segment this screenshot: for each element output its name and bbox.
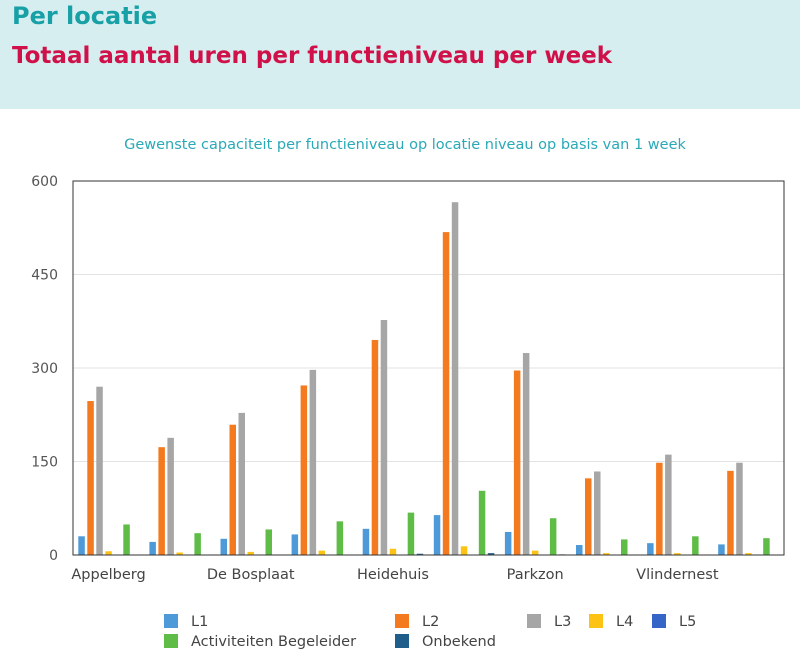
bar-l4[interactable] <box>389 548 397 555</box>
y-tick-label: 300 <box>31 361 58 377</box>
bar-l2[interactable] <box>300 385 308 555</box>
bar-l4[interactable] <box>531 550 539 555</box>
bar-l1[interactable] <box>576 545 583 555</box>
legend-label: Onbekend <box>422 634 496 650</box>
bar-l1[interactable] <box>220 538 228 555</box>
x-tick-label: De Bosplaat <box>207 567 295 583</box>
y-tick-label: 450 <box>31 268 58 284</box>
x-tick-label: Vlindernest <box>636 567 719 583</box>
legend-swatch <box>395 614 409 628</box>
bar-l3[interactable] <box>451 202 459 555</box>
chart-legend[interactable]: L1 L2 L3 L4 L5 Activiteiten Begeleider Onbeken… <box>164 614 696 650</box>
bar-activiteiten-begeleider[interactable] <box>621 539 628 555</box>
bar-chart: Gewenste capaciteit per functieniveau op… <box>31 137 785 650</box>
y-tick-label: 600 <box>31 174 58 190</box>
bar-l4[interactable] <box>745 553 752 555</box>
legend-swatch <box>164 614 178 628</box>
legend-item[interactable]: L1 <box>164 614 208 630</box>
bar-activiteiten-begeleider[interactable] <box>194 533 201 555</box>
bar-activiteiten-begeleider[interactable] <box>407 512 415 555</box>
bar-l3[interactable] <box>736 462 743 555</box>
bar-l1[interactable] <box>504 531 512 555</box>
bar-l2[interactable] <box>87 401 94 555</box>
bar-l1[interactable] <box>718 544 725 555</box>
x-tick-label: Heidehuis <box>357 567 429 583</box>
legend-swatch <box>164 634 178 648</box>
bar-l1[interactable] <box>647 543 654 555</box>
legend-swatch <box>395 634 409 648</box>
bars-layer <box>78 202 770 555</box>
x-tick-label: Appelberg <box>71 567 145 583</box>
bar-l2[interactable] <box>513 370 521 555</box>
bar-l3[interactable] <box>380 320 388 555</box>
bar-l4[interactable] <box>105 551 112 555</box>
legend-swatch <box>589 614 603 628</box>
bar-l2[interactable] <box>727 470 734 555</box>
chart-title: Gewenste capaciteit per functieniveau op… <box>124 137 686 153</box>
bar-l4[interactable] <box>176 552 183 555</box>
x-tick-label: Parkzon <box>507 567 564 583</box>
bar-l2[interactable] <box>585 478 592 555</box>
bar-l3[interactable] <box>665 454 672 555</box>
bar-l1[interactable] <box>433 515 441 555</box>
bar-l3[interactable] <box>96 386 103 555</box>
bar-l3[interactable] <box>309 369 317 555</box>
legend-item[interactable]: L2 <box>395 614 439 630</box>
legend-label: L5 <box>679 614 696 630</box>
bar-l3[interactable] <box>594 471 601 555</box>
axis-layer: 0 150 300 450 600 Appelberg De Bosplaat Heidehu… <box>31 174 785 583</box>
legend-label: L3 <box>554 614 571 630</box>
grid-layer <box>73 180 784 556</box>
y-tick-label: 150 <box>31 455 58 471</box>
bar-activiteiten-begeleider[interactable] <box>549 518 557 555</box>
bar-l2[interactable] <box>371 339 379 555</box>
bar-l2[interactable] <box>158 447 165 555</box>
bar-activiteiten-begeleider[interactable] <box>336 521 344 555</box>
bar-activiteiten-begeleider[interactable] <box>478 490 486 555</box>
bar-l4[interactable] <box>460 546 468 555</box>
bar-activiteiten-begeleider[interactable] <box>692 536 699 555</box>
bar-onbekend[interactable] <box>416 553 424 555</box>
bar-l2[interactable] <box>442 232 450 555</box>
bar-l4[interactable] <box>247 551 255 555</box>
legend-item[interactable]: L5 <box>652 614 696 630</box>
bar-activiteiten-begeleider[interactable] <box>763 538 770 555</box>
legend-swatch <box>527 614 541 628</box>
bar-l1[interactable] <box>78 536 85 555</box>
page-title: Per locatie <box>12 2 158 30</box>
bar-l3[interactable] <box>238 412 246 555</box>
legend-item[interactable]: Onbekend <box>395 634 496 650</box>
legend-label: Activiteiten Begeleider <box>191 634 356 650</box>
y-tick-label: 0 <box>49 548 58 564</box>
legend-item[interactable]: Activiteiten Begeleider <box>164 634 356 650</box>
bar-l2[interactable] <box>229 424 237 555</box>
bar-l1[interactable] <box>149 541 156 555</box>
legend-label: L1 <box>191 614 208 630</box>
legend-label: L2 <box>422 614 439 630</box>
bar-activiteiten-begeleider[interactable] <box>123 524 130 555</box>
legend-swatch <box>652 614 666 628</box>
legend-item[interactable]: L4 <box>589 614 633 630</box>
page-subtitle: Totaal aantal uren per functieniveau per… <box>12 43 613 69</box>
bar-l1[interactable] <box>291 534 299 555</box>
bar-onbekend[interactable] <box>487 553 495 555</box>
legend-item[interactable]: L3 <box>527 614 571 630</box>
plot-frame <box>72 180 785 556</box>
bar-l4[interactable] <box>603 553 610 555</box>
bar-l2[interactable] <box>656 462 663 555</box>
bar-activiteiten-begeleider[interactable] <box>265 529 273 555</box>
legend-label: L4 <box>616 614 633 630</box>
bar-l1[interactable] <box>362 528 370 555</box>
bar-l4[interactable] <box>318 550 326 555</box>
page-header: Per locatie Totaal aantal uren per funct… <box>0 0 800 109</box>
bar-l3[interactable] <box>522 353 530 555</box>
bar-l3[interactable] <box>167 437 174 555</box>
bar-l4[interactable] <box>674 553 681 555</box>
